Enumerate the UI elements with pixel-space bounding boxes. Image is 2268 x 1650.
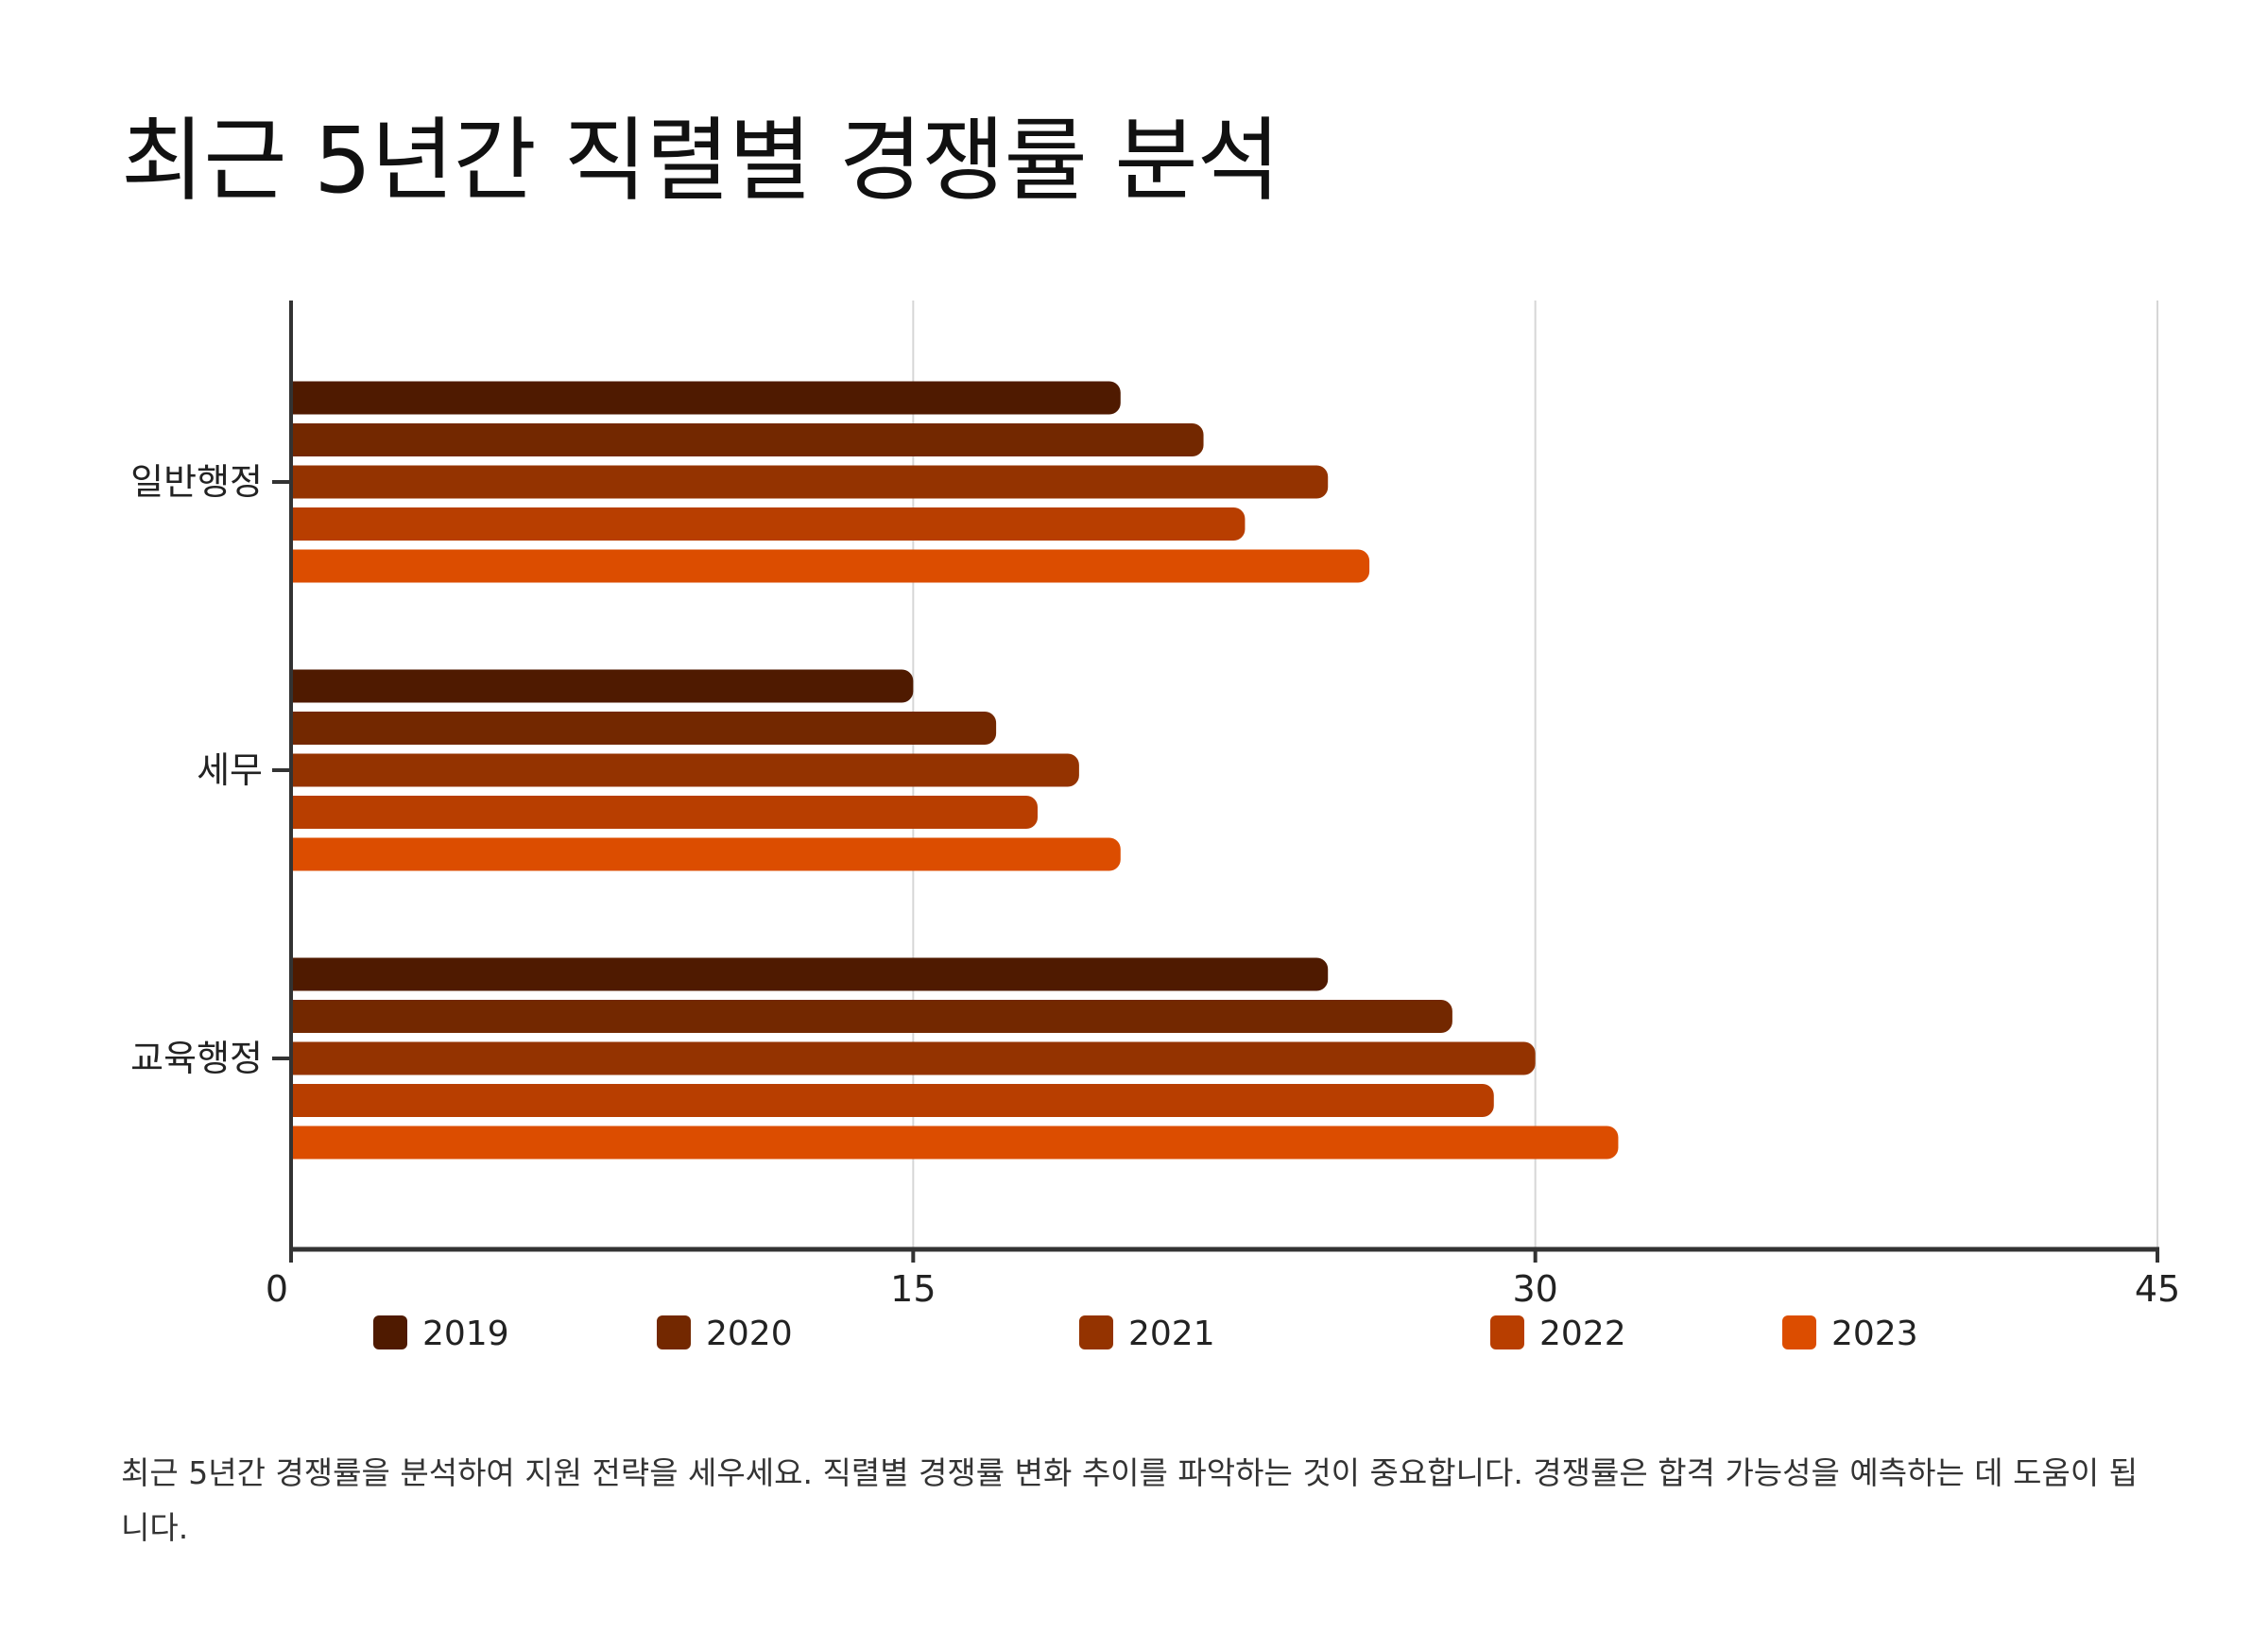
bar-2021-세무 [291,753,1079,787]
bar-base [291,507,304,541]
bar [291,423,1204,456]
bar [291,796,1038,829]
legend-swatch-2023 [1782,1315,1816,1349]
legend-label-2019: 2019 [422,1315,509,1353]
bar-2019-일반행정 [291,381,1121,415]
bar-base [291,796,304,829]
legend-swatch-2022 [1490,1315,1524,1349]
bar-2021-일반행정 [291,465,1329,499]
legend-swatch-2020 [657,1315,691,1349]
bar [291,957,1329,991]
bar-base [291,712,304,745]
x-tick-label: 0 [266,1268,288,1310]
y-tick-label: 세무 [197,749,263,791]
bar [291,465,1329,499]
bar-2021-교육행정 [291,1041,1536,1075]
bar [291,1041,1536,1075]
y-tick-label: 일반행정 [130,461,263,503]
bar [291,1084,1494,1117]
bar [291,507,1246,541]
bar [291,712,997,745]
bar [291,381,1121,415]
bar-2019-세무 [291,669,914,703]
legend-label-2022: 2022 [1539,1315,1626,1353]
bar-base [291,381,304,415]
bar-base [291,1041,304,1075]
bar-2023-일반행정 [291,549,1370,583]
legend-label-2020: 2020 [706,1315,793,1353]
bar [291,1000,1452,1033]
x-tick-label: 30 [1512,1268,1557,1310]
bar-base [291,957,304,991]
bar-2022-일반행정 [291,507,1246,541]
bar-2020-세무 [291,712,997,745]
bar-2023-교육행정 [291,1126,1619,1160]
bar-base [291,669,304,703]
bar-base [291,423,304,456]
bar-2022-교육행정 [291,1084,1494,1117]
bar-base [291,837,304,871]
bar-2022-세무 [291,796,1038,829]
bar-2023-세무 [291,837,1121,871]
bar-base [291,549,304,583]
bar-base [291,1000,304,1033]
bar [291,669,914,703]
bar [291,753,1079,787]
y-tick-label: 교육행정 [130,1038,263,1079]
bar-base [291,1084,304,1117]
bar [291,837,1121,871]
bar [291,1126,1619,1160]
x-tick-label: 45 [2135,1268,2180,1310]
bar-base [291,465,304,499]
chart-caption: 최근 5년간 경쟁률을 분석하여 지원 전략을 세우세요. 직렬별 경쟁률 변화… [121,1454,2139,1546]
bar-2020-일반행정 [291,423,1204,456]
bar-base [291,753,304,787]
chart-title: 최근 5년간 직렬별 경쟁률 분석 [121,108,1280,214]
legend-swatch-2021 [1079,1315,1113,1349]
bar-2020-교육행정 [291,1000,1452,1033]
bar-base [291,1126,304,1160]
bar [291,549,1370,583]
legend-swatch-2019 [373,1315,407,1349]
legend-label-2023: 2023 [1831,1315,1918,1353]
bar-2019-교육행정 [291,957,1329,991]
x-tick-label: 15 [890,1268,936,1310]
legend-label-2021: 2021 [1128,1315,1215,1353]
